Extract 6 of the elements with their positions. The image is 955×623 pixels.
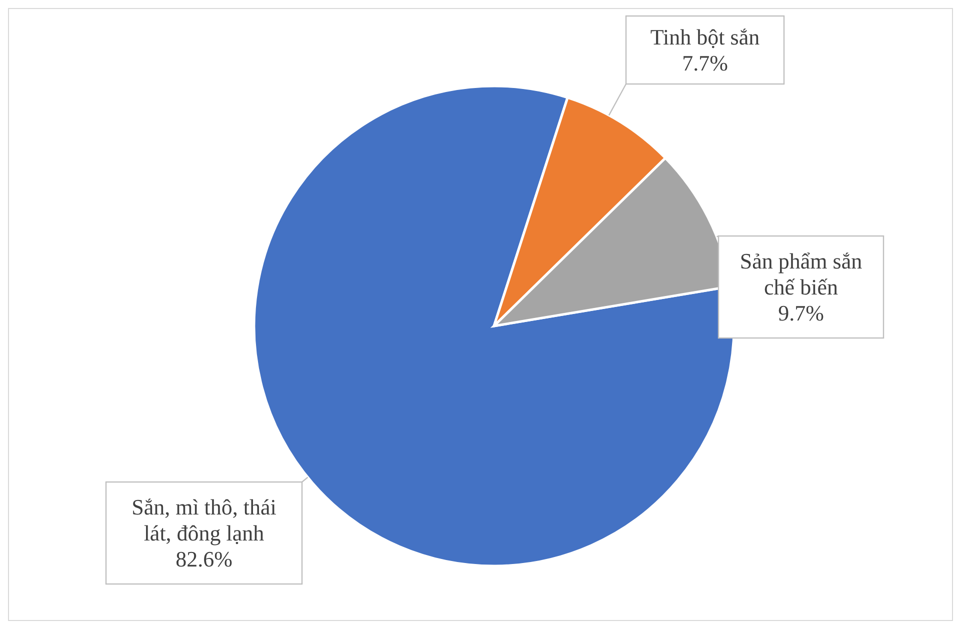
slice-label: Sắn, mì thô, thái lát, đông lạnh xyxy=(132,494,276,546)
data-label: 7.7% xyxy=(682,50,728,76)
data-label: 82.6% xyxy=(176,546,232,572)
slice-label: Tinh bột sắn xyxy=(650,24,760,50)
slice-label: Sản phẩm sắn chế biến xyxy=(740,248,862,300)
data-label: 9.7% xyxy=(778,300,824,326)
